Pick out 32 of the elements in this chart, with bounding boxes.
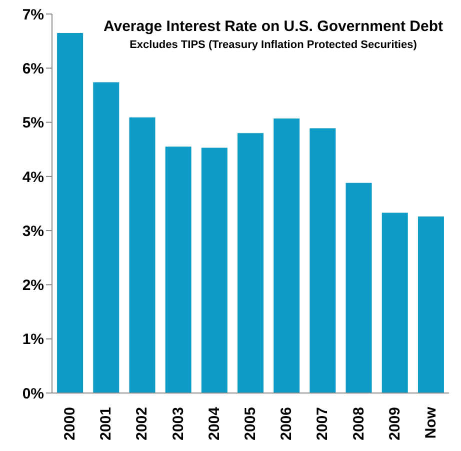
- bar: [57, 32, 84, 393]
- y-tick-label: 6%: [22, 60, 44, 78]
- bar: [346, 182, 372, 393]
- bar: [238, 133, 264, 393]
- bar: [310, 128, 336, 393]
- y-tick-label: 2%: [22, 277, 44, 294]
- x-tick-label: 2006: [278, 407, 296, 440]
- x-tick-label: 2004: [206, 406, 223, 440]
- chart-title: Average Interest Rate on U.S. Government Debt: [103, 18, 443, 35]
- bar: [93, 82, 120, 393]
- y-tick-label: 1%: [22, 331, 44, 348]
- bar: [129, 117, 156, 393]
- x-tick-label: 2009: [386, 407, 404, 440]
- bar: [418, 216, 444, 393]
- x-tick-label: 2002: [134, 407, 151, 440]
- x-tick-label: 2000: [62, 407, 79, 440]
- x-tick-label: 2001: [98, 407, 115, 440]
- y-tick-label: 0%: [22, 385, 44, 402]
- y-tick-label: 5%: [22, 114, 44, 132]
- x-tick-label: 2007: [314, 407, 332, 440]
- x-tick-label: Now: [422, 406, 440, 439]
- bar: [382, 212, 408, 393]
- bar: [274, 118, 300, 393]
- y-tick-label: 7%: [22, 6, 44, 24]
- y-tick-label: 3%: [22, 222, 44, 240]
- text: Excludes TIPS (Treasury Inflation Protected Securities): [128, 39, 418, 51]
- bar: [201, 148, 228, 393]
- y-tick-label: 4%: [22, 168, 44, 186]
- x-tick-label: 2008: [350, 407, 368, 440]
- bar: [165, 146, 192, 393]
- x-tick-label: 2005: [242, 407, 259, 440]
- x-tick-label: 2003: [170, 407, 187, 440]
